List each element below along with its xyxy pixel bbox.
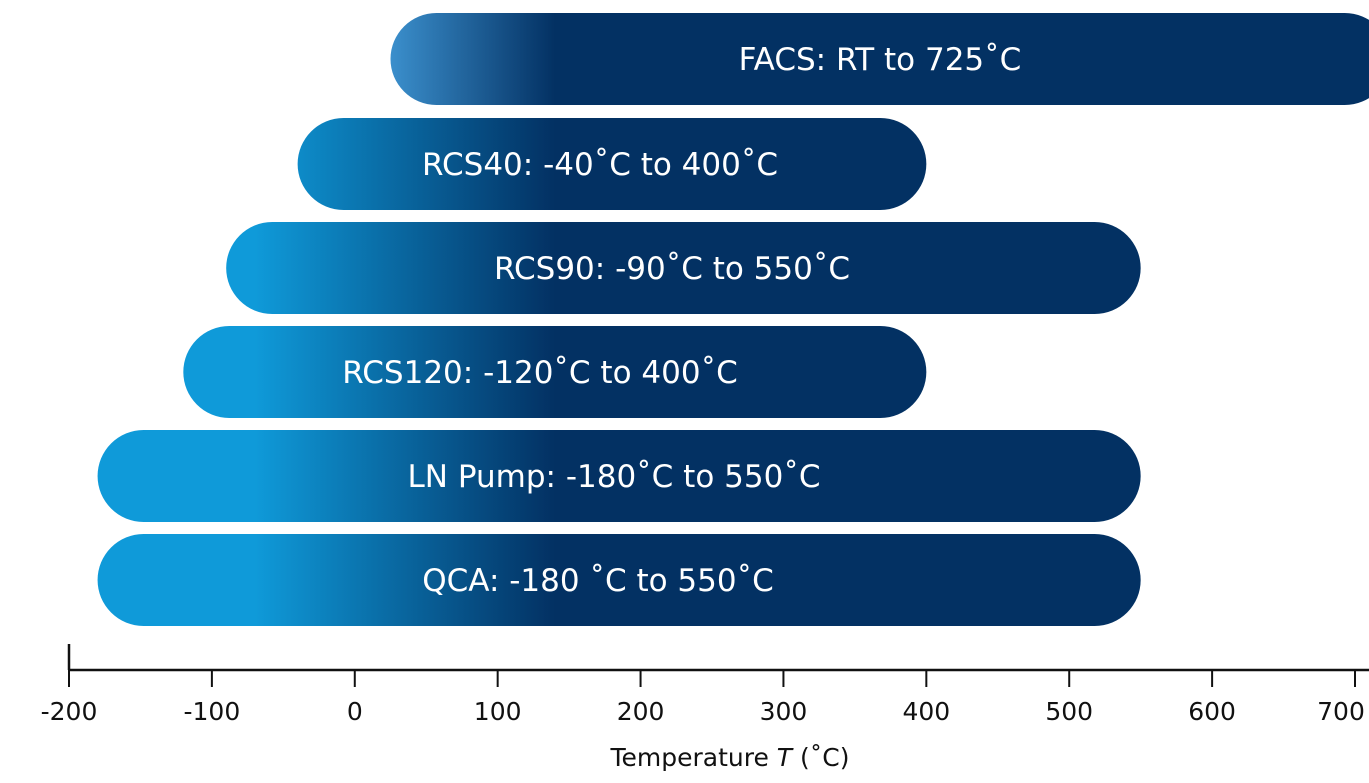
range-bar-label: FACS: RT to 725˚C: [739, 42, 1022, 78]
range-bar-label: RCS40: -40˚C to 400˚C: [422, 147, 778, 183]
range-bar-label: LN Pump: -180˚C to 550˚C: [408, 459, 821, 495]
x-tick-label: 0: [347, 697, 363, 726]
x-tick-label: 700: [1317, 697, 1365, 726]
x-axis-title: Temperature T (˚C): [609, 743, 849, 772]
x-axis-title-prefix: Temperature: [609, 743, 776, 772]
x-tick-label: 200: [617, 697, 665, 726]
x-tick-label: -200: [41, 697, 98, 726]
range-bar-label: QCA: -180 ˚C to 550˚C: [422, 563, 774, 599]
x-tick-label: 600: [1188, 697, 1236, 726]
x-tick-label: 400: [902, 697, 950, 726]
x-tick-label: -100: [184, 697, 241, 726]
x-tick-label: 100: [474, 697, 522, 726]
x-axis: -200 -100 0 100 200 300 400 500 600 700: [41, 644, 1369, 726]
range-bar-label: RCS90: -90˚C to 550˚C: [494, 251, 850, 287]
x-tick-label: 500: [1045, 697, 1093, 726]
x-axis-title-unit: (˚C): [792, 743, 849, 772]
bars-layer: FACS: RT to 725˚C RCS40: -40˚C to 400˚C RC…: [98, 13, 1369, 626]
x-tick-label: 300: [760, 697, 808, 726]
range-bar-label: RCS120: -120˚C to 400˚C: [342, 355, 737, 391]
